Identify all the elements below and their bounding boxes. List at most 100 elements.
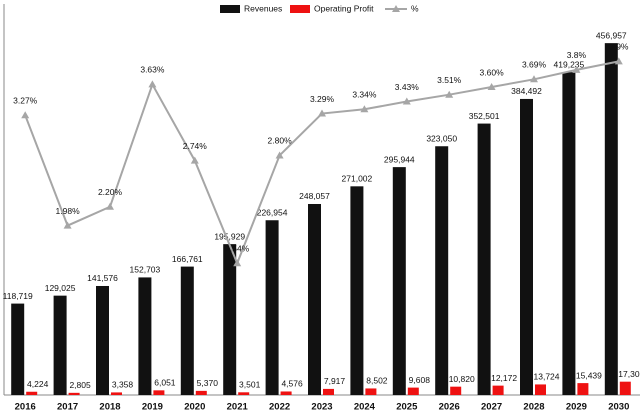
data-label: 3.43% [395,82,420,92]
data-label: 3.9% [609,42,629,52]
x-tick-label: 2029 [566,402,587,413]
marker [21,111,30,119]
x-tick-label: 2018 [99,402,120,413]
data-label: 295,944 [384,154,415,164]
bar [96,285,109,395]
data-label: 15,439 [576,370,602,380]
data-label: 4,224 [27,379,49,389]
data-label: 13,724 [534,372,560,382]
legend-swatch [220,5,240,13]
data-label: 118,719 [3,291,33,301]
x-tick-label: 2028 [523,402,544,413]
data-label: 3.51% [437,75,462,85]
marker [487,83,496,90]
bar [619,381,631,395]
bar [11,303,25,395]
x-tick-label: 2024 [354,402,376,413]
bar [562,72,576,395]
bar [53,295,67,395]
bar [308,203,321,395]
legend-swatch [290,5,310,13]
bar [111,392,122,395]
data-label: 3.63% [140,65,165,75]
legend-marker [392,5,400,12]
marker [614,57,623,65]
data-label: 2.20% [98,187,123,197]
x-tick-label: 2022 [269,402,290,413]
bar [350,186,364,395]
bar [323,388,334,395]
data-label: 248,057 [299,191,330,201]
data-label: 456,957 [596,30,627,40]
x-tick-label: 2019 [142,402,163,413]
marker [233,259,242,267]
legend-label: % [411,3,419,13]
data-label: 352,501 [469,111,500,121]
data-label: 3.69% [522,60,547,70]
data-label: 10,820 [449,374,475,384]
x-tick-label: 2025 [396,402,418,413]
data-label: 226,954 [257,207,288,217]
bar [477,123,491,396]
bar [535,384,546,395]
marker [106,202,114,210]
x-tick-label: 2023 [311,402,332,413]
data-label: 384,492 [511,86,542,96]
x-tick-label: 2021 [227,402,249,413]
bar [26,391,38,395]
bar [450,386,462,395]
bar [195,390,207,395]
data-label: 3.29% [310,94,335,104]
x-tick-label: 2020 [184,402,205,413]
bar [520,98,533,395]
bar [68,392,80,395]
bar [435,146,449,395]
x-tick-label: 2027 [481,402,502,413]
marker [190,156,199,164]
bar [180,266,194,395]
data-label: 152,703 [130,265,161,275]
data-label: 1.54% [225,243,250,253]
data-label: 1.98% [56,206,81,216]
marker [148,80,157,88]
bar [492,385,504,395]
bar [280,391,292,395]
data-label: 2,805 [69,380,91,390]
bar [238,392,250,395]
x-tick-label: 2017 [57,402,78,413]
marker [402,97,411,105]
bar [407,387,419,395]
data-label: 17,300 [618,369,640,379]
data-label: 3.8% [567,50,587,60]
data-label: 166,761 [172,254,203,264]
data-label: 129,025 [45,283,76,293]
marker [572,65,581,73]
marker [275,151,284,159]
bar [223,244,237,395]
data-label: 141,576 [87,273,118,283]
marker [360,105,369,113]
data-label: 4,576 [281,379,303,389]
data-label: 12,172 [491,373,517,383]
data-label: 6,051 [154,378,176,388]
bar [265,220,279,395]
x-tick-label: 2026 [439,402,460,413]
marker [318,109,326,117]
marker [63,221,72,229]
data-label: 419,235 [554,59,585,69]
data-label: 3.27% [13,95,38,105]
data-label: 8,502 [366,376,388,386]
bar [604,43,618,396]
data-label: 3.34% [352,89,377,99]
data-label: 3,358 [112,380,134,390]
data-label: 2.80% [268,136,293,146]
data-label: 195,929 [214,231,245,241]
data-label: 3,501 [239,380,261,390]
bar [153,390,165,395]
bar [138,277,152,395]
data-label: 2.74% [183,141,208,151]
data-label: 5,370 [197,378,219,388]
marker [530,75,538,83]
x-tick-label: 2016 [15,402,36,413]
